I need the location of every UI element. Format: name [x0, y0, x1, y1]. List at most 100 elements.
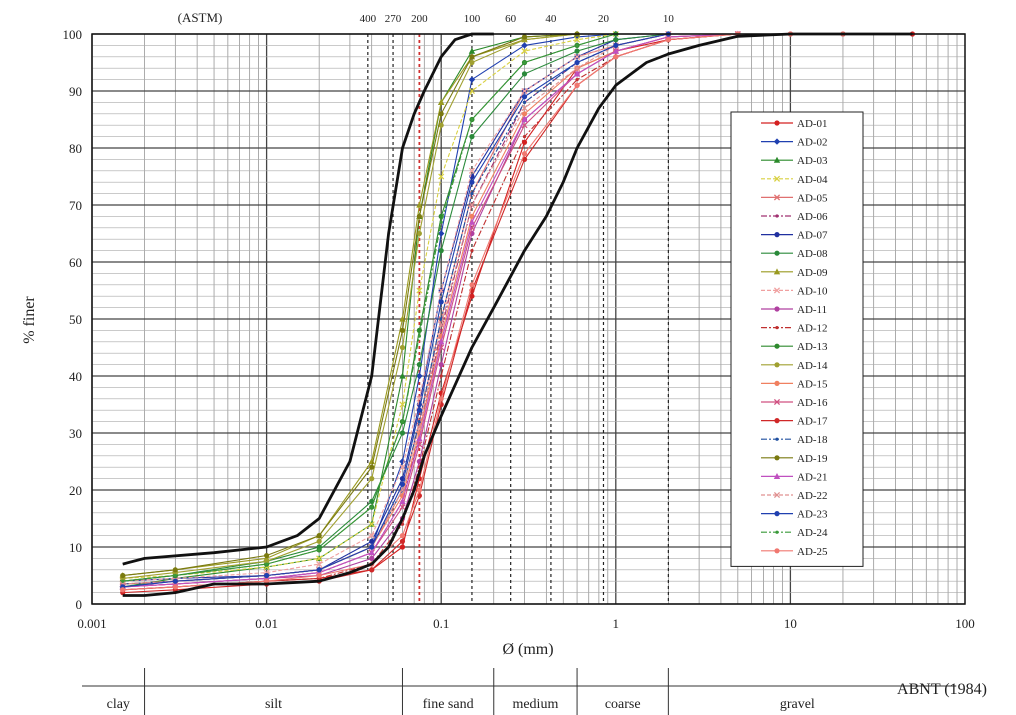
legend-item: AD-13: [761, 341, 828, 353]
data-point: [470, 117, 474, 122]
data-point: [521, 94, 528, 100]
legend-item: AD-04: [761, 174, 828, 186]
data-point: [369, 555, 375, 562]
legend-item: AD-02: [761, 137, 828, 149]
data-point: [469, 134, 475, 140]
data-point: [368, 532, 375, 539]
y-tick-label: 100: [63, 27, 83, 42]
data-point: [665, 37, 671, 43]
data-point: [369, 544, 375, 550]
series-line: [122, 33, 738, 588]
data-point: [399, 458, 406, 465]
sieve-label: 200: [411, 13, 428, 25]
data-point: [469, 179, 475, 185]
legend-label: AD-15: [797, 378, 828, 390]
data-point: [438, 99, 445, 105]
legend-label: AD-03: [797, 155, 828, 167]
legend-label: AD-17: [797, 416, 828, 428]
data-point: [521, 139, 528, 145]
data-point: [438, 362, 444, 368]
data-point: [416, 201, 423, 208]
data-point: [575, 43, 579, 48]
data-point: [521, 111, 528, 117]
data-point: [399, 533, 406, 539]
plot-frame: [91, 33, 966, 605]
data-point: [774, 510, 780, 517]
data-point: [775, 530, 779, 534]
data-point: [416, 372, 423, 380]
y-tick-label: 40: [69, 369, 82, 384]
sieve-label: 20: [598, 13, 610, 25]
zone-label: clay: [107, 697, 130, 712]
legend-item: AD-01: [761, 118, 828, 130]
abnt-label: ABNT (1984): [897, 681, 987, 698]
data-point: [368, 521, 375, 528]
zone-label: medium: [512, 697, 558, 712]
sieve-label: 60: [505, 13, 517, 25]
legend-label: AD-09: [797, 267, 828, 279]
legend-label: AD-21: [797, 471, 828, 483]
zone-label: silt: [265, 697, 282, 712]
data-point: [468, 87, 476, 95]
data-point: [469, 59, 475, 66]
data-point: [416, 362, 422, 368]
data-point: [316, 538, 322, 544]
data-point: [468, 167, 476, 174]
y-tick-label: 0: [76, 597, 83, 612]
zone-label: coarse: [605, 697, 641, 712]
sieve-label: 10: [663, 13, 675, 25]
data-point: [438, 299, 444, 305]
data-point: [438, 287, 445, 294]
data-point: [612, 47, 619, 54]
data-point: [774, 232, 780, 238]
data-point: [773, 287, 781, 294]
data-point: [521, 42, 528, 49]
tick-labels: 0 10 20 30 40 50 60 70 80 90 100 0.001 0.01 0.1 1 10 100: [63, 27, 975, 631]
legend-label: AD-02: [797, 137, 828, 149]
data-point: [468, 218, 476, 225]
data-point: [120, 587, 126, 593]
data-point: [173, 573, 177, 578]
y-tick-label: 10: [69, 540, 82, 555]
data-point: [399, 344, 406, 351]
legend-item: AD-07: [761, 230, 828, 242]
data-point: [369, 567, 375, 573]
data-point: [774, 362, 780, 368]
legend-item: AD-18: [761, 434, 828, 446]
data-point: [416, 213, 422, 219]
data-point: [774, 418, 780, 424]
data-point: [522, 60, 527, 65]
data-point: [264, 578, 270, 584]
data-point: [575, 78, 579, 82]
legend-label: AD-12: [797, 323, 828, 335]
legend-label: AD-24: [797, 527, 828, 539]
data-point: [521, 105, 528, 112]
data-point: [773, 268, 781, 275]
astm-sieve-lines: [367, 34, 669, 604]
data-point: [416, 407, 422, 413]
envelope-lower: [122, 32, 913, 597]
data-point: [265, 562, 269, 566]
legend-item: AD-12: [761, 323, 828, 335]
data-point: [400, 420, 405, 424]
data-point: [574, 36, 581, 43]
data-point: [438, 230, 445, 237]
legend-box: [730, 111, 864, 567]
series-ad-23: [120, 31, 671, 590]
data-point: [316, 533, 322, 539]
legend-item: AD-22: [761, 490, 828, 502]
y-tick-label: 80: [69, 141, 82, 156]
data-point: [416, 487, 422, 493]
data-point: [574, 59, 580, 66]
data-point: [521, 34, 528, 40]
data-point: [439, 374, 443, 378]
data-point: [469, 213, 475, 219]
series-curves: [119, 30, 916, 596]
zone-label: fine sand: [423, 697, 474, 712]
legend-item: AD-21: [761, 471, 828, 483]
data-point: [399, 544, 406, 550]
data-point: [399, 430, 406, 436]
data-point: [774, 380, 780, 386]
legend-label: AD-04: [797, 174, 828, 186]
